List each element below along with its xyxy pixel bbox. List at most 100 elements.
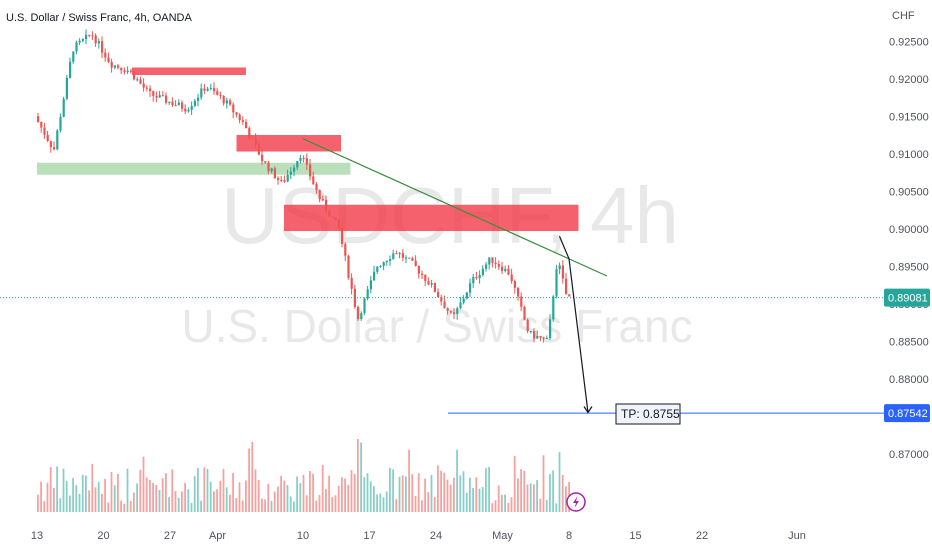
volume-bar bbox=[261, 498, 263, 512]
volume-bar bbox=[334, 495, 337, 512]
time-tick: 22 bbox=[696, 530, 708, 542]
flash-icon[interactable] bbox=[566, 492, 586, 512]
candle-body bbox=[344, 243, 347, 256]
candle-body bbox=[558, 265, 561, 270]
volume-bar bbox=[433, 497, 436, 512]
candle-body bbox=[341, 227, 344, 244]
candle-body bbox=[193, 100, 196, 106]
volume-bar bbox=[302, 474, 305, 512]
volume-bar bbox=[117, 473, 119, 512]
price-tick: 0.91500 bbox=[889, 111, 929, 123]
volume-bar bbox=[392, 469, 394, 512]
candle-body bbox=[85, 34, 88, 40]
time-axis[interactable]: 13 20 27 Apr 10 17 24 May 8 15 22 Jun bbox=[31, 530, 806, 542]
candle-body bbox=[222, 95, 225, 104]
volume-bar bbox=[552, 470, 554, 512]
candle-body bbox=[568, 294, 571, 297]
candle-body bbox=[469, 283, 472, 293]
candle-body bbox=[565, 278, 568, 295]
volume-bar bbox=[513, 455, 516, 512]
candle-body bbox=[545, 338, 548, 340]
drawings-layer[interactable]: TP: 0.8755 bbox=[0, 138, 884, 425]
candle-body bbox=[181, 102, 184, 109]
volume-bar bbox=[363, 477, 366, 512]
candle-body bbox=[517, 287, 520, 297]
candle-body bbox=[46, 134, 49, 141]
volume-bar bbox=[379, 493, 382, 512]
volume-bar bbox=[216, 489, 218, 512]
volume-bar bbox=[456, 449, 458, 512]
volume-bar bbox=[449, 484, 452, 512]
volume-bar bbox=[296, 476, 298, 512]
volume-bar bbox=[293, 501, 295, 512]
arrow-head bbox=[583, 406, 593, 414]
volume-bar bbox=[507, 502, 510, 512]
volume-bars bbox=[37, 438, 570, 512]
candle-body bbox=[421, 273, 424, 275]
candle-body bbox=[123, 70, 126, 73]
volume-bar bbox=[481, 487, 484, 512]
time-tick: 24 bbox=[430, 530, 442, 542]
last-price-tag: 0.89081 bbox=[888, 293, 928, 305]
trendline bbox=[302, 138, 608, 277]
volume-bar bbox=[158, 489, 161, 512]
volume-bar bbox=[472, 488, 474, 512]
volume-bar bbox=[312, 473, 314, 512]
candle-body bbox=[459, 302, 462, 309]
volume-bar bbox=[46, 482, 49, 512]
volume-bar bbox=[424, 478, 426, 512]
candle-body bbox=[43, 127, 46, 135]
volume-bar bbox=[417, 473, 420, 512]
candle-body bbox=[417, 265, 420, 274]
candle-body bbox=[555, 269, 558, 297]
candle-body bbox=[101, 41, 104, 53]
candle-body bbox=[334, 217, 337, 220]
volume-bar bbox=[59, 498, 62, 512]
volume-bar bbox=[177, 497, 180, 512]
price-tick: 0.90000 bbox=[889, 224, 929, 236]
candle-body bbox=[165, 95, 168, 103]
candle-body bbox=[152, 91, 155, 96]
volume-bar bbox=[139, 469, 142, 512]
candle-body bbox=[81, 39, 84, 41]
candle-body bbox=[446, 308, 449, 312]
volume-bar bbox=[264, 499, 266, 512]
volume-bar bbox=[107, 502, 110, 512]
volume-bar bbox=[529, 483, 532, 512]
candle-body bbox=[241, 120, 244, 122]
volume-bar bbox=[193, 476, 196, 512]
candle-body bbox=[318, 190, 321, 200]
time-tick: Jun bbox=[788, 530, 806, 542]
volume-bar bbox=[453, 477, 455, 512]
volume-bar bbox=[385, 491, 388, 512]
volume-bar bbox=[440, 470, 442, 512]
candle-body bbox=[392, 253, 395, 259]
volume-bar bbox=[209, 481, 212, 512]
volume-bar bbox=[475, 477, 478, 512]
volume-bar bbox=[181, 491, 183, 512]
candle-body bbox=[373, 271, 376, 281]
candle-body bbox=[209, 88, 212, 90]
candle-body bbox=[280, 179, 283, 181]
candle-body bbox=[520, 296, 523, 307]
candle-body bbox=[200, 88, 203, 98]
volume-bar bbox=[69, 495, 71, 512]
volume-bar bbox=[357, 438, 359, 512]
price-tick: 0.92500 bbox=[889, 36, 929, 48]
volume-bar bbox=[203, 467, 206, 512]
volume-bar bbox=[88, 490, 90, 512]
candle-body bbox=[366, 289, 369, 299]
volume-bar bbox=[53, 488, 55, 512]
volume-bar bbox=[123, 503, 126, 512]
candle-body bbox=[97, 41, 100, 44]
volume-bar bbox=[478, 488, 481, 512]
volume-bar bbox=[129, 501, 132, 512]
zones-layer[interactable] bbox=[37, 67, 579, 232]
volume-bar bbox=[91, 463, 94, 512]
candle-body bbox=[174, 105, 177, 107]
volume-bar bbox=[350, 470, 353, 512]
price-axis[interactable]: CHF 0.92500 0.92000 0.91500 0.91000 0.90500 0… bbox=[884, 10, 930, 461]
volume-bar bbox=[446, 479, 449, 512]
volume-bar bbox=[40, 481, 42, 512]
